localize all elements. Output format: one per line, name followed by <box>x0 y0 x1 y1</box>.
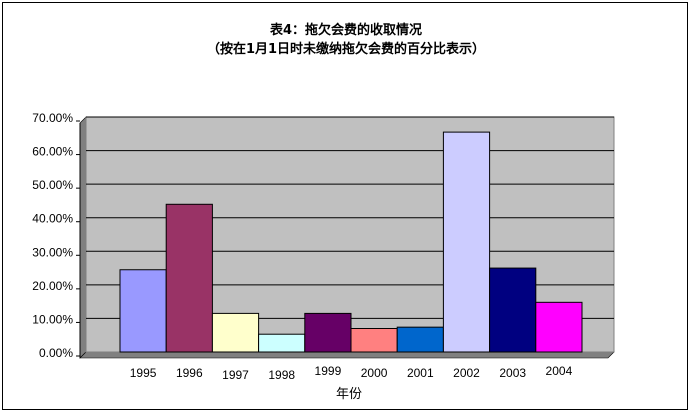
bar <box>119 269 167 353</box>
x-tick-label: 1999 <box>315 364 342 378</box>
chart-subtitle: （按在1月1日时未缴纳拖欠会费的百分比表示） <box>206 42 486 57</box>
y-tick-label: 50.00% <box>32 178 73 192</box>
x-tick-label: 2001 <box>407 366 434 380</box>
bar <box>165 203 213 353</box>
x-tick-label: 2004 <box>546 364 573 378</box>
y-tick-label: 20.00% <box>32 279 73 293</box>
y-tick-label: 0.00% <box>39 346 73 360</box>
bar <box>535 301 583 353</box>
y-tick-label: 40.00% <box>32 212 73 226</box>
bar <box>350 328 398 353</box>
x-axis-label: 年份 <box>336 387 362 402</box>
plot-side-wall <box>79 116 87 359</box>
y-tick-label: 30.00% <box>32 245 73 259</box>
x-tick-label: 1998 <box>268 368 295 382</box>
bar <box>396 326 444 353</box>
bar <box>211 312 260 353</box>
x-tick-label: 2002 <box>453 366 480 380</box>
x-tick-label: 1997 <box>222 368 249 382</box>
bar <box>304 312 352 353</box>
x-tick-label: 2003 <box>499 366 526 380</box>
x-tick-label: 1996 <box>176 366 203 380</box>
x-tick-label: 2000 <box>361 366 388 380</box>
bar <box>489 267 537 353</box>
y-tick-label: 10.00% <box>32 312 73 326</box>
y-tick-label: 70.00% <box>32 111 73 125</box>
x-tick-label: 1995 <box>130 366 157 380</box>
plot-floor <box>79 351 615 359</box>
chart-title: 表4：拖欠会费的收取情况 <box>269 23 423 38</box>
bar <box>442 131 491 353</box>
bar <box>258 333 306 353</box>
y-tick-label: 60.00% <box>32 145 73 159</box>
